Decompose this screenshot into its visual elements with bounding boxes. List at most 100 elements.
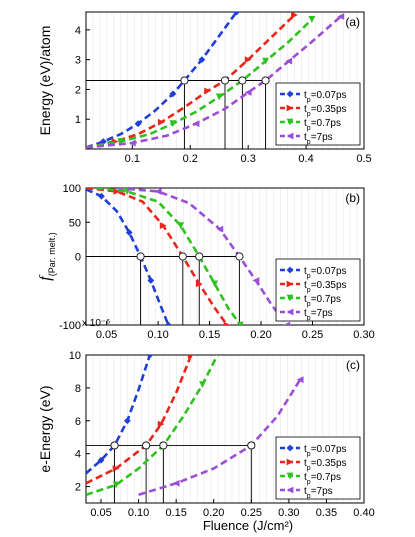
- x-tick-label-2: 0.35: [316, 507, 337, 519]
- data-point-2-3-5: [296, 376, 304, 384]
- y-axis-label-0: Energy (eV)/atom: [37, 26, 53, 136]
- legend-swatch-marker-2-1: [286, 458, 294, 466]
- series-line-1-1: [86, 188, 229, 325]
- legend-label-2: tp=0.7ps: [304, 294, 341, 308]
- data-point-1-1-1: [113, 188, 121, 195]
- y-tick-label-2: 2: [75, 482, 81, 494]
- y-tick-label-2: 10: [69, 350, 81, 362]
- legend-swatch-marker-2-2: [286, 472, 294, 480]
- series-1-0: [86, 188, 172, 325]
- series-line-0-2: [86, 18, 313, 149]
- y-tick-label-1: -100: [59, 320, 81, 332]
- x-tick-label-0: 0.2: [183, 153, 198, 165]
- series-0-1: [86, 12, 298, 149]
- series-0-2: [86, 16, 316, 149]
- chart-panel-2: 0.05 0.10 0.15 0.20 0.25 0.30 0.35 0.40 2 4 6 8 10 e-…: [37, 350, 375, 519]
- legend-swatch-marker-0-1: [286, 104, 294, 112]
- legend-label-1: tp=0.35ps: [304, 104, 347, 118]
- legend-label-1: tp=0.35ps: [304, 280, 347, 294]
- series-0-0: [86, 12, 240, 149]
- panel-label-0: (a): [345, 15, 360, 29]
- panel-label-1: (b): [345, 191, 360, 205]
- series-1-1: [86, 188, 231, 325]
- data-point-1-1-3: [159, 222, 167, 230]
- y-axis-label-subscript: (Par. melt.): [47, 232, 57, 276]
- data-point-0-2-7: [262, 57, 269, 65]
- series-line-0-1: [86, 14, 296, 149]
- data-point-1-0-1: [98, 192, 105, 200]
- data-point-0-3-3: [192, 120, 200, 128]
- chart-panel-0: 0.1 0.2 0.3 0.4 0.5 1 2 3 4 Energy (eV)/atom (a) tp…: [37, 11, 372, 165]
- data-point-1-2-5: [211, 280, 219, 288]
- x-tick-label-1: 0.30: [353, 329, 374, 341]
- data-point-2-2-1: [112, 481, 120, 489]
- x-tick-label-2: 0.20: [203, 507, 224, 519]
- data-point-2-0-3: [123, 417, 131, 425]
- series-1-2: [96, 188, 244, 325]
- data-point-0-3-7: [285, 57, 293, 65]
- x-tick-label-2: 0.25: [241, 507, 262, 519]
- legend-label-0: tp=0.07ps: [304, 266, 347, 280]
- y-tick-label-2: 8: [75, 383, 81, 395]
- data-point-1-1-5: [195, 280, 203, 288]
- x-tick-label-0: 0.5: [356, 153, 371, 165]
- intersection-point-1-2: [195, 252, 204, 261]
- data-point-2-0-1: [97, 456, 105, 464]
- series-line-1-0: [86, 188, 170, 325]
- x-tick-label-1: 0.20: [250, 329, 271, 341]
- data-point-1-3-7: [283, 321, 291, 325]
- y-tick-label-1: 0: [75, 252, 81, 264]
- data-point-0-2-3: [169, 120, 177, 128]
- data-point-1-3-1: [154, 188, 162, 195]
- x-tick-label-0: 0.1: [125, 153, 140, 165]
- x-tick-label-2: 0.30: [278, 507, 299, 519]
- intersection-point-2-2: [159, 441, 168, 450]
- data-point-0-2-9: [308, 16, 316, 23]
- series-2-2: [86, 355, 219, 497]
- legend-swatch-marker-0-3: [286, 132, 294, 140]
- data-point-2-3-1: [172, 479, 180, 487]
- data-point-0-3-5: [244, 89, 252, 96]
- data-point-2-1-3: [157, 420, 165, 428]
- intersection-point-2-1: [142, 441, 151, 450]
- x-tick-label-1: 0.05: [96, 329, 117, 341]
- data-point-0-1-3: [157, 118, 165, 126]
- y-axis-label-2: e-Energy (eV): [37, 385, 53, 472]
- series-line-2-1: [86, 355, 193, 485]
- x-tick-label-2: 0.05: [90, 507, 111, 519]
- series-line-0-3: [86, 15, 342, 149]
- data-point-1-0-7: [164, 321, 172, 325]
- legend-label-0: tp=0.07ps: [304, 90, 347, 104]
- legend-swatch-marker-1-2: [286, 294, 294, 302]
- data-point-0-3-1: [128, 139, 136, 147]
- data-point-0-1-5: [204, 87, 212, 95]
- series-line-2-3: [138, 378, 302, 497]
- data-point-1-3-5: [252, 277, 260, 284]
- intersection-point-0-3: [261, 76, 270, 85]
- intersection-point-1-1: [178, 252, 187, 261]
- x-tick-label-1: 0.25: [302, 329, 323, 341]
- y-tick-label-1: 100: [63, 183, 81, 195]
- legend-label-1: tp=0.35ps: [304, 458, 347, 472]
- data-point-1-3-3: [216, 225, 224, 233]
- data-point-0-2-5: [215, 93, 223, 101]
- plot-frame-2: [85, 354, 365, 504]
- x-axis-label: Fluence (J/cm²): [203, 518, 293, 533]
- y-axis-label-main: f: [37, 274, 54, 281]
- data-point-1-2-3: [177, 222, 185, 230]
- chart-panel-1: 0.05 0.10 0.15 0.20 0.25 0.30 -100 0 50 100 f(Par.…: [37, 183, 375, 341]
- data-point-0-0-9: [233, 12, 240, 16]
- series-1-3: [116, 188, 291, 325]
- x-tick-label-1: 0.15: [199, 329, 220, 341]
- intersection-point-1-3: [235, 252, 244, 261]
- legend-swatch-marker-1-0: [286, 266, 294, 274]
- legend-swatch-marker-2-0: [286, 444, 294, 452]
- series-2-0: [86, 355, 154, 475]
- grid-2: [92, 355, 358, 503]
- legend-swatch-marker-1-1: [286, 280, 294, 288]
- legend-label-3: tp=7ps: [304, 486, 333, 500]
- x-tick-label-0: 0.4: [298, 153, 313, 165]
- x-tick-label-1: 0.10: [147, 329, 168, 341]
- data-point-1-0-3: [125, 229, 133, 236]
